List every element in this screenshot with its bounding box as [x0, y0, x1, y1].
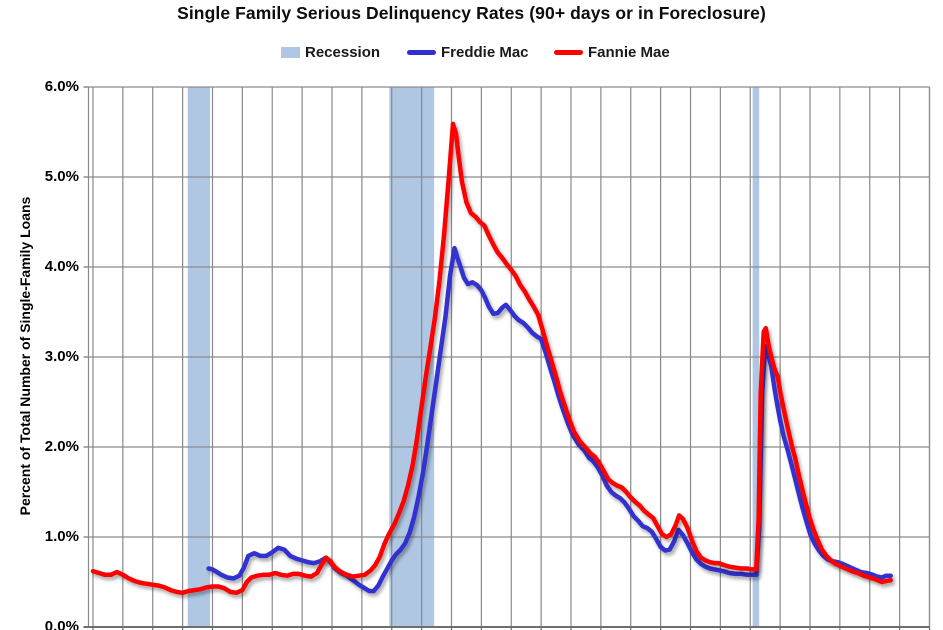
fannie-mae-line-swatch: [554, 49, 583, 55]
freddie-mac-line-swatch: [407, 49, 436, 55]
y-tick-label: 3.0%: [44, 348, 79, 365]
y-tick-label: 5.0%: [44, 168, 79, 185]
freddie-mac-line: [206, 245, 893, 594]
legend-item-fannie-mae: Fannie Mae: [554, 43, 670, 61]
chart-title: Single Family Serious Delinquency Rates …: [177, 3, 766, 23]
legend-item-freddie-mac: Freddie Mac: [407, 43, 529, 61]
y-tick-label: 2.0%: [44, 438, 79, 455]
legend-label-recession: Recession: [305, 43, 381, 61]
y-tick-label: 6.0%: [44, 78, 79, 95]
legend-label-fannie-mae: Fannie Mae: [588, 43, 670, 61]
fannie-mae-line: [90, 121, 893, 596]
legend-label-freddie-mac: Freddie Mac: [441, 43, 529, 61]
y-tick-label: 0.0%: [44, 618, 79, 630]
legend-item-recession: Recession: [281, 43, 381, 61]
y-tick-label: 4.0%: [44, 258, 79, 275]
y-tick-label: 1.0%: [44, 528, 79, 545]
recession-band-swatch: [281, 46, 300, 58]
